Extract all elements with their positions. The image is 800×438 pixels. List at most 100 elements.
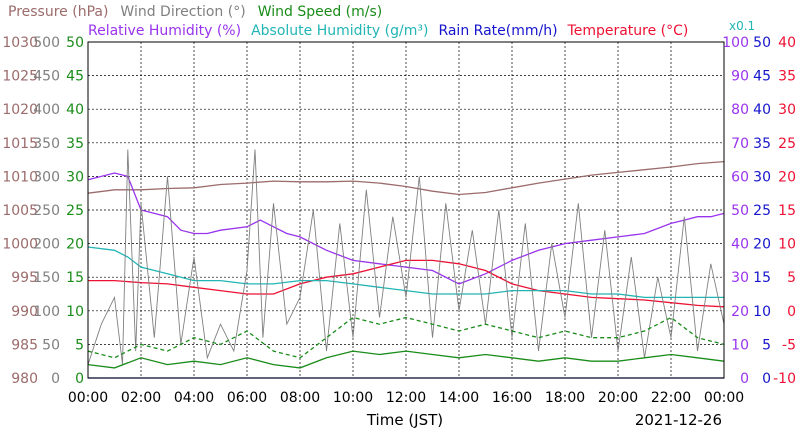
y-tick-label: 300 <box>33 169 60 185</box>
legend-entry: Rain Rate(mm/h) <box>438 23 557 39</box>
y-tick-label: -10 <box>773 371 796 387</box>
series-line <box>87 350 725 369</box>
y-tick-label: 40 <box>753 102 771 118</box>
y-tick-label: 10 <box>778 237 796 253</box>
x-tick-label: 20:00 <box>598 390 638 406</box>
y-tick-label: 250 <box>33 203 60 219</box>
x-tick-label: 14:00 <box>439 390 479 406</box>
x-tick-label: 16:00 <box>492 390 532 406</box>
legend: Pressure (hPa) Wind Direction (°) Wind Spe… <box>8 4 755 39</box>
x-tick-label: 12:00 <box>386 390 426 406</box>
y-tick-label: 10 <box>753 304 771 320</box>
y-tick-label: 400 <box>33 102 60 118</box>
x-tick-label: 06:00 <box>227 390 267 406</box>
y-tick-label: 25 <box>66 203 84 219</box>
y-tick-label: 40 <box>731 237 749 253</box>
y-tick-label: 20 <box>66 237 84 253</box>
y-tick-label: 200 <box>33 237 60 253</box>
y-tick-label: 995 <box>11 270 38 286</box>
y-tick-label: 1020 <box>2 102 38 118</box>
x-axis-title: Time (JST) <box>366 411 443 429</box>
y-tick-label: 30 <box>778 102 796 118</box>
y-tick-label: 30 <box>731 270 749 286</box>
legend-entry: Relative Humidity (%) <box>88 23 241 39</box>
series-line <box>87 316 725 359</box>
multiplier-note: x0.1 <box>729 19 755 33</box>
series-line <box>87 160 725 196</box>
y-tick-label: 15 <box>753 270 771 286</box>
y-tick-label: 0 <box>75 371 84 387</box>
y-tick-label: 30 <box>66 169 84 185</box>
axes: 9809859909951000100510101015102010251030… <box>2 35 796 429</box>
y-tick-label: 40 <box>778 35 796 51</box>
y-tick-label: 5 <box>75 337 84 353</box>
y-tick-label: 985 <box>11 337 38 353</box>
y-tick-label: 60 <box>731 169 749 185</box>
legend-entry: Wind Direction (°) <box>120 4 245 20</box>
legend-entry: Temperature (°C) <box>567 23 689 39</box>
x-tick-label: 22:00 <box>651 390 691 406</box>
x-tick-label: 08:00 <box>280 390 320 406</box>
y-tick-label: 350 <box>33 136 60 152</box>
y-tick-label: 1025 <box>2 69 38 85</box>
y-tick-label: 90 <box>731 69 749 85</box>
y-tick-label: 80 <box>731 102 749 118</box>
y-tick-label: -5 <box>782 337 796 353</box>
y-tick-label: 50 <box>42 337 60 353</box>
y-tick-label: 980 <box>11 371 38 387</box>
y-tick-label: 0 <box>51 371 60 387</box>
series-line <box>87 149 725 365</box>
x-tick-label: 18:00 <box>545 390 585 406</box>
y-tick-label: 15 <box>778 203 796 219</box>
x-tick-label: 04:00 <box>174 390 214 406</box>
y-tick-label: 150 <box>33 270 60 286</box>
y-tick-label: 40 <box>66 102 84 118</box>
grid <box>88 42 724 378</box>
date-label: 2021-12-26 <box>635 411 722 429</box>
legend-entry: Absolute Humidity (g/m³) <box>251 23 428 39</box>
y-tick-label: 0 <box>740 371 749 387</box>
y-tick-label: 1000 <box>2 237 38 253</box>
y-tick-label: 20 <box>731 304 749 320</box>
plot-frame <box>87 41 725 379</box>
series-line <box>87 246 724 299</box>
y-tick-label: 30 <box>753 169 771 185</box>
legend-entry: Wind Speed (m/s) <box>258 4 383 20</box>
x-tick-label: 00:00 <box>704 390 744 406</box>
y-tick-label: 25 <box>753 203 771 219</box>
y-tick-label: 1015 <box>2 136 38 152</box>
y-tick-label: 35 <box>66 136 84 152</box>
y-tick-label: 500 <box>33 35 60 51</box>
y-tick-label: 25 <box>778 136 796 152</box>
y-tick-label: 450 <box>33 69 60 85</box>
plot-border <box>87 41 725 379</box>
y-tick-label: 35 <box>778 69 796 85</box>
y-tick-label: 100 <box>33 304 60 320</box>
x-tick-label: 10:00 <box>333 390 373 406</box>
y-tick-label: 100 <box>722 35 749 51</box>
y-tick-label: 45 <box>753 69 771 85</box>
x-tick-label: 02:00 <box>121 390 161 406</box>
y-tick-label: 35 <box>753 136 771 152</box>
legend-entry: Pressure (hPa) <box>8 4 108 20</box>
y-tick-label: 10 <box>731 337 749 353</box>
y-tick-label: 0 <box>762 371 771 387</box>
y-tick-label: 1005 <box>2 203 38 219</box>
y-tick-label: 1010 <box>2 169 38 185</box>
y-tick-label: 990 <box>11 304 38 320</box>
y-tick-label: 20 <box>753 237 771 253</box>
y-tick-label: 20 <box>778 169 796 185</box>
y-tick-label: 5 <box>787 270 796 286</box>
y-tick-label: 50 <box>731 203 749 219</box>
y-tick-label: 45 <box>66 69 84 85</box>
y-tick-label: 1030 <box>2 35 38 51</box>
x-tick-label: 00:00 <box>68 390 108 406</box>
y-tick-label: 0 <box>787 304 796 320</box>
y-tick-label: 5 <box>762 337 771 353</box>
series-line <box>88 259 725 308</box>
y-tick-label: 50 <box>66 35 84 51</box>
y-tick-label: 50 <box>753 35 771 51</box>
y-tick-label: 70 <box>731 136 749 152</box>
